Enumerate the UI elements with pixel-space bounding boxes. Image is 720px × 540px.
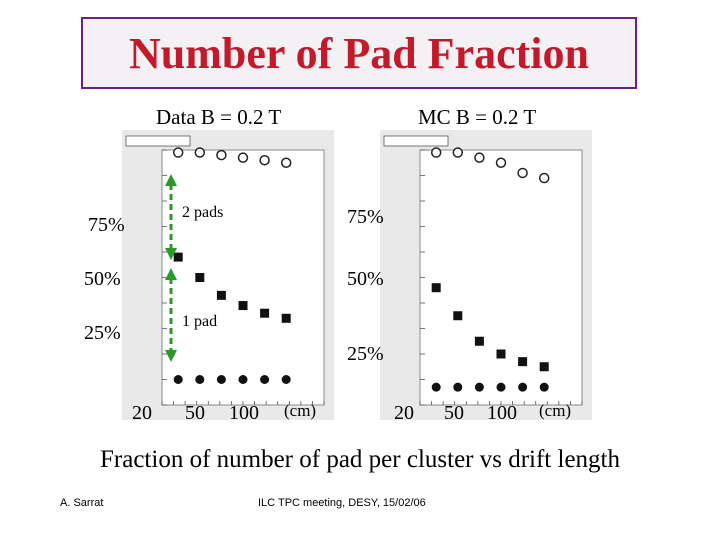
left-pct-75: 75% bbox=[88, 214, 125, 236]
filled-circle-point bbox=[195, 375, 205, 384]
open-circle-point bbox=[474, 152, 485, 163]
filled-circle-point bbox=[281, 375, 291, 384]
right-chart bbox=[380, 130, 592, 420]
right-pct-25: 25% bbox=[347, 343, 384, 365]
open-circle-point bbox=[259, 154, 270, 166]
filled-square-point bbox=[216, 290, 226, 300]
filled-square-point bbox=[474, 336, 484, 346]
filled-square-point bbox=[281, 313, 291, 323]
open-circle-point bbox=[430, 147, 442, 158]
right-tick-50: 50 bbox=[444, 402, 464, 424]
filled-circle-point bbox=[238, 375, 248, 384]
right-panel-title: MC B = 0.2 T bbox=[418, 105, 537, 129]
slide-subtitle: Fraction of number of pad per cluster vs… bbox=[100, 446, 620, 473]
filled-circle-point bbox=[453, 382, 463, 392]
stats-box bbox=[125, 135, 191, 147]
filled-square-point bbox=[539, 362, 549, 372]
open-circle-point bbox=[538, 172, 550, 184]
filled-square-point bbox=[431, 283, 441, 293]
filled-square-point bbox=[518, 357, 528, 367]
left-tick-50: 50 bbox=[185, 402, 205, 424]
left-tick-100: 100 bbox=[229, 402, 259, 424]
arrow-up-head bbox=[165, 174, 177, 186]
filled-circle-point bbox=[539, 382, 549, 392]
filled-circle-point bbox=[216, 375, 226, 384]
filled-square-point bbox=[173, 252, 183, 262]
open-circle-point bbox=[216, 149, 227, 161]
left-chart bbox=[122, 130, 334, 420]
filled-circle-point bbox=[518, 382, 528, 392]
footer-meeting: ILC TPC meeting, DESY, 15/02/06 bbox=[258, 497, 426, 509]
footer-author: A. Sarrat bbox=[60, 497, 104, 509]
filled-square-point bbox=[260, 308, 270, 318]
right-pct-50: 50% bbox=[347, 268, 384, 290]
filled-square-point bbox=[238, 301, 248, 311]
open-circle-point bbox=[452, 147, 464, 158]
filled-circle-point bbox=[474, 382, 484, 392]
two-pads-label: 2 pads bbox=[182, 204, 224, 221]
green-arrows bbox=[165, 174, 177, 362]
plot-frame bbox=[161, 149, 325, 406]
right-tick-100: 100 bbox=[487, 402, 517, 424]
open-circle-point bbox=[172, 147, 184, 158]
open-circle-point bbox=[495, 157, 507, 168]
right-pct-75: 75% bbox=[347, 206, 384, 228]
filled-square-point bbox=[195, 273, 205, 282]
one-pad-label: 1 pad bbox=[182, 313, 218, 330]
left-panel-title: Data B = 0.2 T bbox=[156, 105, 282, 129]
left-tick-20: 20 bbox=[132, 402, 152, 424]
open-circle-point bbox=[194, 147, 206, 158]
open-circle-point bbox=[237, 152, 249, 163]
right-tick-20: 20 bbox=[394, 402, 414, 424]
filled-circle-point bbox=[260, 375, 270, 384]
filled-circle-point bbox=[173, 375, 183, 384]
left-pct-25: 25% bbox=[84, 322, 121, 344]
right-unit: (cm) bbox=[539, 401, 572, 420]
page-title: Number of Pad Fraction bbox=[129, 28, 589, 78]
filled-square-point bbox=[496, 349, 506, 359]
arrow-up-head-2 bbox=[165, 268, 177, 280]
filled-square-point bbox=[453, 311, 463, 321]
arrow-down-head bbox=[165, 248, 177, 260]
stats-box bbox=[383, 135, 449, 147]
left-unit: (cm) bbox=[284, 401, 317, 420]
plot-frame bbox=[419, 149, 583, 406]
open-circle-point bbox=[517, 167, 528, 179]
open-circle-point bbox=[280, 157, 292, 168]
left-pct-50: 50% bbox=[84, 268, 121, 290]
title-box: Number of Pad Fraction bbox=[81, 17, 637, 89]
filled-circle-point bbox=[431, 382, 441, 392]
filled-circle-point bbox=[496, 382, 506, 392]
arrow-down-head-2 bbox=[165, 350, 177, 362]
